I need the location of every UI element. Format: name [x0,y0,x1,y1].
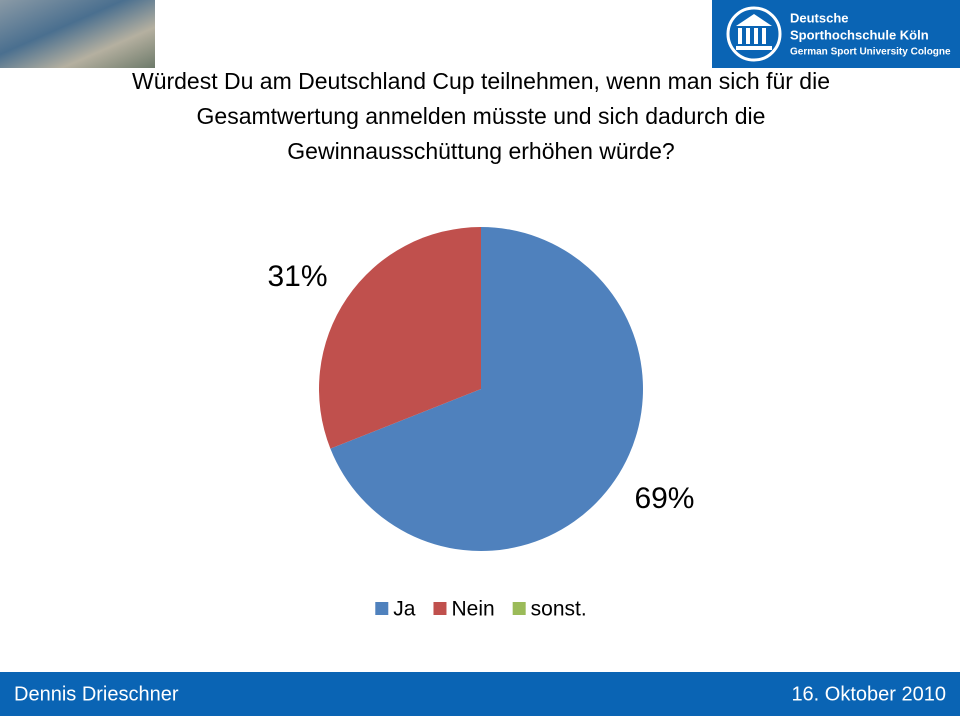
chart-title: Würdest Du am Deutschland Cup teilnehmen… [132,68,830,94]
data-label: 69% [634,482,694,515]
footer-author: Dennis Drieschner [14,683,179,705]
pie: 69% 31% [268,227,694,551]
pie-slice [330,227,644,551]
footer-date: 16. Oktober 2010 [791,683,946,705]
chart-title: Gesamtwertung anmelden müsste und sich d… [197,103,766,129]
header-photo [0,0,155,68]
logo-emblem [726,6,782,62]
logo-subtitle: German Sport University Cologne [790,47,951,58]
footer-bar [0,672,960,716]
legend-label: Ja [393,598,416,621]
legend-label: Nein [451,598,494,621]
legend: Ja Nein sonst. [375,598,587,621]
data-label: 31% [268,260,328,293]
legend-swatch [375,602,389,615]
legend-swatch [512,602,526,615]
legend-label: sonst. [531,598,587,621]
logo-box [712,0,960,68]
pie-slice [319,227,481,449]
logo-name: Sporthochschule Köln [790,27,929,42]
chart-title: Gewinnausschüttung erhöhen würde? [287,138,674,164]
legend-swatch [433,602,447,615]
logo-name: Deutsche [790,10,849,25]
